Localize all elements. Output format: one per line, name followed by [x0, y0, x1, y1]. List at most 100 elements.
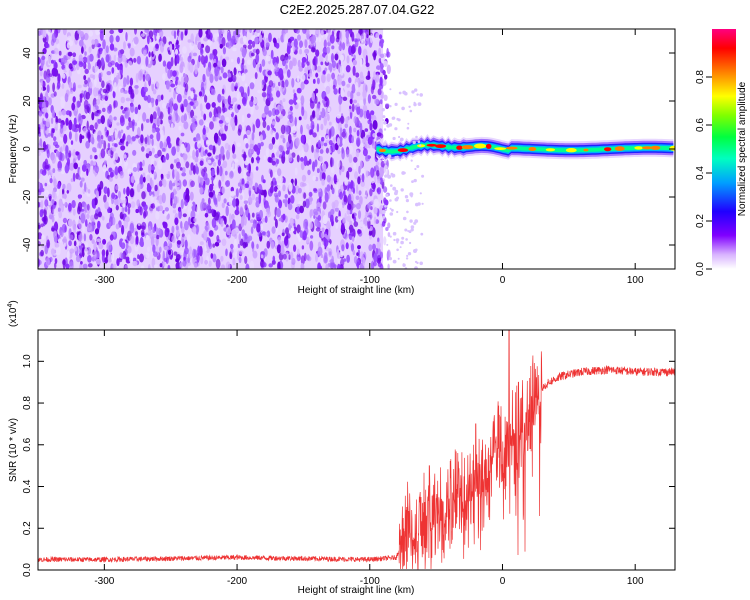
spectrogram-noise-cell — [173, 30, 177, 40]
spectrogram-noise-cell — [191, 122, 196, 131]
spectrogram-noise-cell — [61, 83, 65, 89]
spectrogram-noise-cell — [271, 136, 276, 145]
spectrogram-noise-cell — [319, 155, 323, 163]
spectrogram-noise-cell — [190, 51, 194, 57]
svg-text:(x104): (x104) — [7, 300, 19, 327]
spectrogram-noise-cell — [341, 131, 347, 138]
spectrogram-noise-cell — [203, 59, 206, 68]
spectrogram-noise-cell — [156, 234, 160, 240]
spectrogram-noise-cell — [375, 98, 380, 105]
spectrogram-noise-cell — [169, 43, 173, 52]
spectrogram-noise-cell — [170, 123, 174, 130]
spectrogram-noise-cell — [57, 238, 62, 243]
spectrogram-noise-cell — [300, 95, 305, 106]
spectrogram-noise-cell — [227, 77, 233, 83]
spectrogram-noise-cell — [296, 224, 301, 234]
spectrogram-noise-cell — [123, 154, 127, 159]
spectrogram-signal-peak — [456, 145, 463, 150]
spectrogram-noise-cell — [65, 263, 70, 269]
spectrogram-noise-cell — [147, 164, 152, 173]
spectrogram-noise-cell — [118, 191, 121, 199]
spectrogram-noise-cell — [48, 97, 52, 106]
spectrogram-noise-cell — [170, 183, 173, 191]
spectrogram-noise-cell — [62, 217, 68, 224]
spectrogram-noise-cell — [206, 141, 210, 146]
spectrogram-noise-cell — [365, 55, 368, 66]
spectrogram-noise-cell — [356, 91, 361, 97]
spectrogram-noise-cell — [127, 42, 131, 47]
spectrogram-noise-cell — [286, 141, 290, 148]
spectrogram-noise-cell — [302, 230, 307, 241]
spectrogram-noise-cell — [241, 184, 246, 191]
spectrogram-noise-cell — [71, 200, 76, 209]
spectrogram-noise-cell — [93, 38, 99, 48]
spectrogram-noise-cell — [116, 258, 120, 267]
spectrogram-boundary-dot — [406, 254, 409, 257]
spectrogram-noise-cell — [163, 246, 169, 251]
spectrogram-noise-cell — [151, 128, 156, 134]
spectrogram-noise-cell — [39, 29, 44, 36]
spectrogram-noise-cell — [323, 238, 329, 248]
spectrogram-noise-cell — [219, 166, 223, 177]
spectrogram-noise-cell — [42, 29, 46, 39]
spectrogram-boundary-dot — [381, 108, 385, 112]
spectrogram-noise-cell — [238, 72, 242, 78]
spectrogram-noise-cell — [195, 36, 198, 46]
spectrogram-noise-cell — [299, 181, 305, 188]
spectrogram-noise-cell — [342, 128, 346, 133]
spectrogram-noise-cell — [376, 188, 380, 193]
spectrogram-noise-cell — [311, 64, 315, 73]
spectrogram-noise-cell — [354, 171, 359, 180]
spectrogram-noise-cell — [157, 227, 162, 236]
snr-x-tick-label: 0 — [500, 576, 506, 587]
spectrogram-noise-cell — [87, 255, 92, 263]
spectrogram-noise-cell — [221, 37, 226, 47]
spectrogram-noise-cell — [45, 100, 49, 108]
spectrogram-noise-cell — [183, 256, 186, 262]
spectrogram-noise-cell — [169, 243, 173, 248]
spectrogram-noise-cell — [378, 47, 382, 57]
spectrogram-noise-cell — [143, 49, 147, 57]
spectrogram-noise-cell — [243, 200, 249, 204]
spectrogram-noise-cell — [213, 179, 218, 186]
spectrogram-noise-cell — [384, 74, 388, 80]
spectrogram-noise-cell — [143, 204, 148, 211]
spectrogram-noise-cell — [275, 42, 280, 49]
spectrogram-boundary-dot — [382, 115, 386, 119]
spectrogram-noise-cell — [66, 250, 70, 260]
spectrogram-noise-cell — [377, 88, 382, 96]
snr-y-tick-label: 1.0 — [22, 354, 33, 368]
spectrogram-noise-cell — [85, 91, 90, 100]
spectrogram-noise-cell — [385, 103, 390, 108]
spectrogram-noise-cell — [107, 62, 113, 68]
spectrogram-noise-cell — [309, 240, 314, 251]
spectrogram-noise-cell — [339, 251, 344, 258]
spectrogram-noise-cell — [147, 225, 152, 236]
colorbar-label: Normalized spectral amplitude — [737, 81, 748, 216]
spectrogram-noise-cell — [111, 147, 117, 152]
spectrogram-noise-cell — [176, 161, 181, 169]
spectrogram-noise-cell — [95, 29, 100, 36]
spectrogram-noise-cell — [379, 177, 383, 185]
spectrogram-noise-cell — [159, 263, 163, 268]
spectrogram-noise-cell — [162, 221, 168, 229]
spectrogram-noise-cell — [349, 125, 352, 135]
spectrogram-noise-cell — [140, 33, 145, 37]
spectrogram-noise-cell — [204, 94, 208, 103]
spectrogram-noise-cell — [299, 230, 304, 239]
spectrogram-noise-cell — [225, 205, 229, 217]
spectrogram-noise-cell — [370, 200, 375, 205]
spectrogram-noise-cell — [316, 123, 320, 133]
spectrogram-noise-cell — [57, 118, 62, 123]
spectrogram-noise-cell — [308, 191, 313, 197]
spectrogram-noise-cell — [145, 73, 151, 82]
spectrogram-noise-cell — [211, 168, 215, 177]
colorbar-gradient — [712, 29, 736, 269]
spectrogram-noise-cell — [179, 167, 183, 171]
spectrogram-noise-cell — [331, 53, 334, 63]
spectrogram-noise-cell — [76, 100, 80, 109]
spectrogram-noise-cell — [123, 218, 129, 229]
spectrogram-noise-cell — [57, 207, 61, 212]
spectrogram-noise-cell — [102, 39, 106, 50]
spectrogram-boundary-dot — [406, 210, 409, 214]
